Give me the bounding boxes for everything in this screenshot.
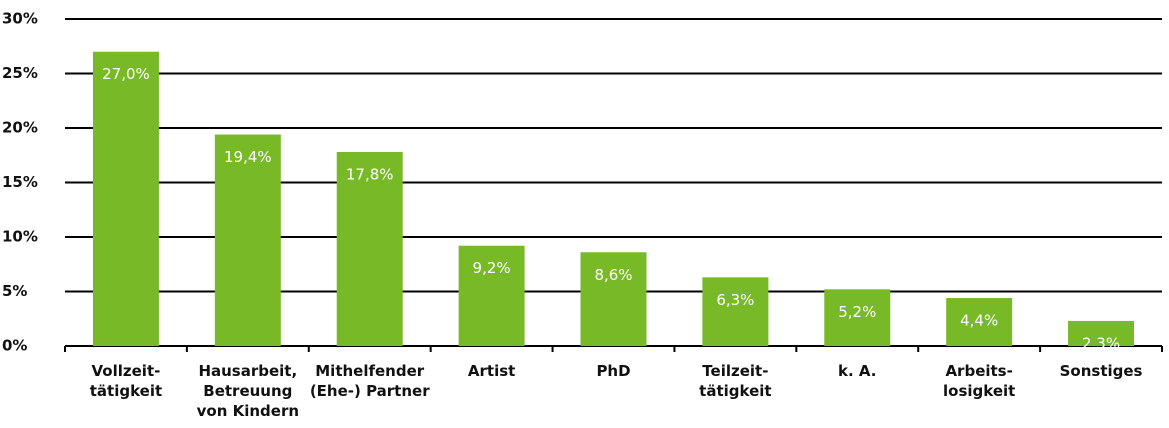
bar xyxy=(580,252,647,346)
x-tick-label: Mithelfender (Ehe-) Partner xyxy=(309,362,430,400)
bar xyxy=(92,51,159,346)
bar xyxy=(214,134,281,346)
value-label: 5,2% xyxy=(838,303,876,321)
value-label: 19,4% xyxy=(224,148,272,166)
bar xyxy=(1068,320,1135,346)
x-tick-label: Hausarbeit, Betreuung von Kindern xyxy=(196,362,300,420)
bar xyxy=(946,298,1013,346)
bar xyxy=(458,245,525,346)
bar xyxy=(336,151,403,346)
value-label: 9,2% xyxy=(473,259,511,277)
x-tick-label: Sonstiges xyxy=(1059,362,1143,380)
x-tick-label: Arbeits- losigkeit xyxy=(943,362,1016,400)
value-label: 27,0% xyxy=(102,65,150,83)
x-tick-label: Artist xyxy=(467,362,516,380)
x-tick-label: k. A. xyxy=(838,362,877,380)
y-tick-label: 5% xyxy=(2,282,27,300)
y-tick-label: 30% xyxy=(2,10,38,28)
value-label: 17,8% xyxy=(346,165,394,183)
value-label: 2,3% xyxy=(1082,334,1120,352)
value-label: 8,6% xyxy=(594,266,632,284)
bar xyxy=(824,289,891,346)
value-label: 4,4% xyxy=(960,312,998,330)
x-tick-label: PhD xyxy=(596,362,631,380)
x-tick-label: Teilzeit- tätigkeit xyxy=(699,362,772,400)
y-tick-label: 25% xyxy=(2,64,38,82)
y-tick-label: 10% xyxy=(2,228,38,246)
y-tick-label: 20% xyxy=(2,119,38,137)
y-tick-label: 0% xyxy=(2,337,27,355)
bar xyxy=(702,277,769,346)
value-label: 6,3% xyxy=(716,291,754,309)
x-tick-label: Vollzeit- tätigkeit xyxy=(89,362,163,400)
y-tick-label: 15% xyxy=(2,173,38,191)
